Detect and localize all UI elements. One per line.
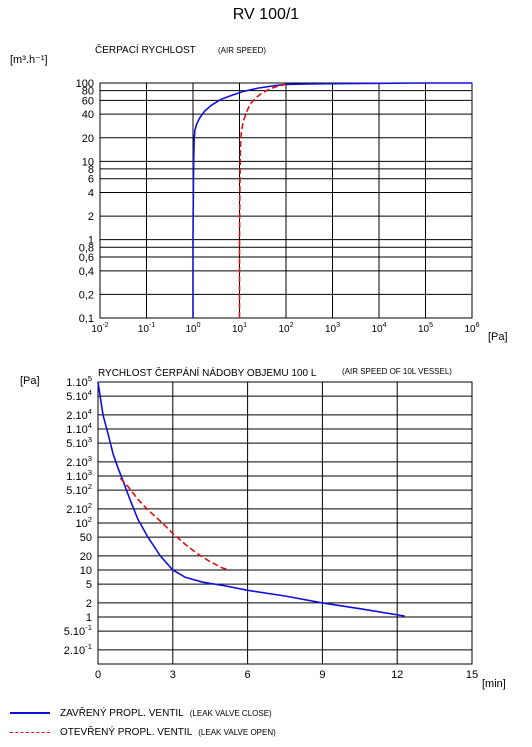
y-tick-label: 2.102 xyxy=(66,501,92,516)
x-tick-label: 103 xyxy=(325,322,340,335)
y-tick-label: 0,8 xyxy=(79,242,94,254)
plot-frame xyxy=(99,82,473,319)
y-tick-label: 0,1 xyxy=(79,313,94,325)
y-tick-label: 5.102 xyxy=(66,482,92,497)
y-tick-label: 2.10-1 xyxy=(64,642,92,657)
series-line-open xyxy=(119,477,231,571)
x-tick-label: 106 xyxy=(464,322,479,335)
x-tick-label: 12 xyxy=(391,669,403,681)
chart-title: ČERPACÍ RYCHLOST xyxy=(95,43,196,56)
chart-subtitle: (AIR SPEED) xyxy=(218,46,266,55)
y-tick-label: 1.103 xyxy=(66,468,92,483)
y-tick-label: 2.103 xyxy=(66,454,92,469)
x-tick-label: 10-2 xyxy=(91,322,108,335)
y-tick-label: 10 xyxy=(80,565,92,577)
y-tick-label: 50 xyxy=(80,532,92,544)
y-tick-label: 1 xyxy=(86,612,92,624)
x-tick-label: 3 xyxy=(170,669,176,681)
x-tick-label: 100 xyxy=(185,322,200,335)
y-tick-label: 1.105 xyxy=(66,374,92,389)
page-title: RV 100/1 xyxy=(232,6,300,23)
legend-label-closed: ZAVŘENÝ PROPL. VENTIL xyxy=(60,708,184,719)
x-tick-label: 9 xyxy=(319,669,325,681)
legend-label-open: OTEVŘENÝ PROPL. VENTIL xyxy=(60,727,193,738)
vessel-pumping-chart: 2.10-15.10-11251020501022.1025.1021.1032… xyxy=(20,366,506,690)
y-tick-label: 2.104 xyxy=(66,407,92,422)
x-tick-label: 0 xyxy=(95,669,101,681)
y-tick-label: 5.104 xyxy=(66,388,92,403)
y-tick-label: 20 xyxy=(80,551,92,563)
y-axis-label: [Pa] xyxy=(20,375,40,387)
y-tick-label: 0,4 xyxy=(79,266,94,278)
y-tick-label: 5.10-1 xyxy=(64,623,92,638)
y-tick-label: 2 xyxy=(86,598,92,610)
x-tick-label: 104 xyxy=(371,322,386,335)
x-axis-label: [Pa] xyxy=(488,331,508,343)
plot-frame xyxy=(97,381,473,665)
y-tick-label: 60 xyxy=(82,95,94,107)
legend-swatch-dashed xyxy=(10,731,50,733)
y-tick-label: 80 xyxy=(82,86,94,98)
x-tick-label: 101 xyxy=(232,322,247,335)
y-tick-label: 5.103 xyxy=(66,435,92,450)
x-tick-label: 6 xyxy=(245,669,251,681)
chart-title: RYCHLOST ČERPÁNÍ NÁDOBY OBJEMU 100 L xyxy=(98,366,317,379)
y-tick-label: 8 xyxy=(88,164,94,176)
y-tick-label: 40 xyxy=(82,109,94,121)
y-tick-label: 10 xyxy=(82,156,94,168)
series-line-open xyxy=(238,83,287,318)
y-tick-label: 100 xyxy=(76,78,94,90)
series-line-closed xyxy=(192,82,472,318)
y-tick-label: 6 xyxy=(88,174,94,186)
y-tick-label: 20 xyxy=(82,133,94,145)
y-tick-label: 0,2 xyxy=(79,289,94,301)
y-tick-label: 0,6 xyxy=(79,252,94,264)
x-tick-label: 102 xyxy=(278,322,293,335)
y-tick-label: 102 xyxy=(75,515,92,530)
y-tick-label: 4 xyxy=(88,188,94,200)
y-tick-label: 1.104 xyxy=(66,421,92,436)
x-axis-label: [min] xyxy=(482,678,506,690)
legend-note-closed: (LEAK VALVE CLOSE) xyxy=(189,709,272,718)
legend-item-open: OTEVŘENÝ PROPL. VENTIL (LEAK VALVE OPEN) xyxy=(10,727,276,738)
legend-item-closed: ZAVŘENÝ PROPL. VENTIL (LEAK VALVE CLOSE) xyxy=(10,708,272,719)
x-tick-label: 15 xyxy=(466,669,478,681)
y-tick-label: 5 xyxy=(86,579,92,591)
legend-note-open: (LEAK VALVE OPEN) xyxy=(198,728,276,737)
y-tick-label: 1 xyxy=(88,235,94,247)
y-axis-label: [m³.h⁻¹] xyxy=(10,54,48,66)
y-tick-label: 2 xyxy=(88,211,94,223)
legend-swatch-solid xyxy=(10,712,50,715)
series-line-closed xyxy=(97,381,405,617)
x-tick-label: 10-1 xyxy=(138,322,155,335)
chart-subtitle: (AIR SPEED OF 10L VESSEL) xyxy=(342,367,452,376)
x-tick-label: 105 xyxy=(418,322,433,335)
